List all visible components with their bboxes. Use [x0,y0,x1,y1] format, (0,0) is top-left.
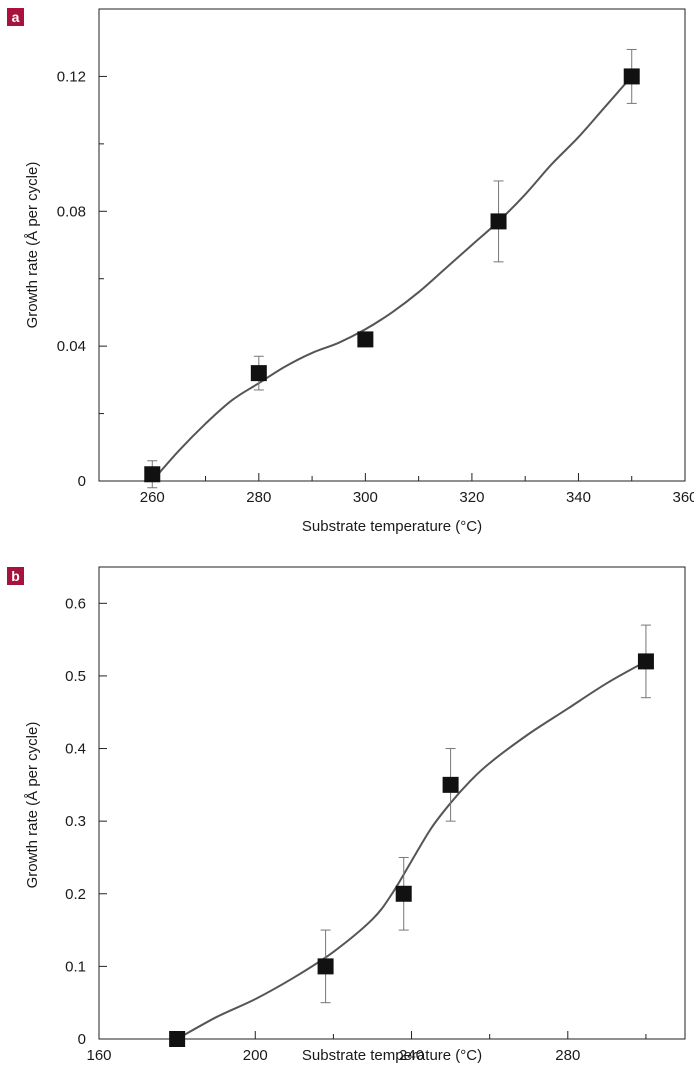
panel-b-badge [7,567,24,585]
x-tick-label: 300 [353,489,378,506]
x-tick-label: 260 [140,489,165,506]
data-point [169,1031,186,1047]
panel-a-chart: a 260 280 300 320 340 360 0 0.04 0.08 0.12 Substr… [7,8,694,535]
data-point [144,466,161,483]
y-tick-label: 0.08 [57,203,86,220]
x-tick-label: 160 [86,1047,111,1064]
data-point [250,365,267,382]
x-tick-label: 340 [566,489,591,506]
y-tick-label: 0.04 [57,338,86,355]
x-tick-label: 240 [399,1047,424,1064]
panel-a-plot-frame [98,8,686,482]
data-point [490,213,507,230]
panel-a-badge-letter: a [12,9,20,25]
data-point [317,958,334,975]
data-point [442,776,459,793]
y-tick-label: 0.12 [57,68,86,85]
panel-b-fit-curve-group [176,660,647,1040]
panel-b-data-marks [169,624,654,1047]
panel-b-badge-letter: b [11,568,20,584]
data-point [637,653,654,670]
y-tick-label: 0.4 [65,741,86,758]
x-tick-label: 200 [243,1047,268,1064]
data-point [357,331,374,348]
panel-a-fit-curve-group [151,75,633,482]
y-tick-label: 0.5 [65,668,86,685]
y-tick-label: 0 [78,473,86,490]
y-tick-label: 0.1 [65,958,86,975]
x-tick-label: 280 [246,489,271,506]
y-tick-label: 0 [78,1031,86,1048]
panel-b-chart: b 160 200 240 280 0 0.1 0.2 0.3 0.4 0.5 0.6 Substr… [7,566,686,1064]
panel-b-x-axis-title: Substrate temperature (°C) [302,1047,482,1064]
y-tick-label: 0.3 [65,813,86,830]
panel-b-plot-frame [98,566,686,1040]
data-point [395,885,412,902]
panel-a-x-axis-title: Substrate temperature (°C) [302,518,482,535]
fit-curve [151,75,633,482]
x-tick-label: 360 [672,489,694,506]
data-point [623,68,640,85]
panel-a-data-marks [144,48,640,489]
x-tick-label: 280 [555,1047,580,1064]
fit-curve [176,660,647,1040]
panel-b-ticks: 160 200 240 280 0 0.1 0.2 0.3 0.4 0.5 0.6 [65,595,647,1064]
y-tick-label: 0.6 [65,595,86,612]
y-tick-label: 0.2 [65,886,86,903]
panel-a-ticks: 260 280 300 320 340 360 0 0.04 0.08 0.12 [57,68,694,506]
panel-a-badge [7,8,24,26]
x-tick-label: 320 [459,489,484,506]
panel-b-y-axis-title: Growth rate (Å per cycle) [24,722,41,889]
panel-a-y-axis-title: Growth rate (Å per cycle) [24,162,41,329]
